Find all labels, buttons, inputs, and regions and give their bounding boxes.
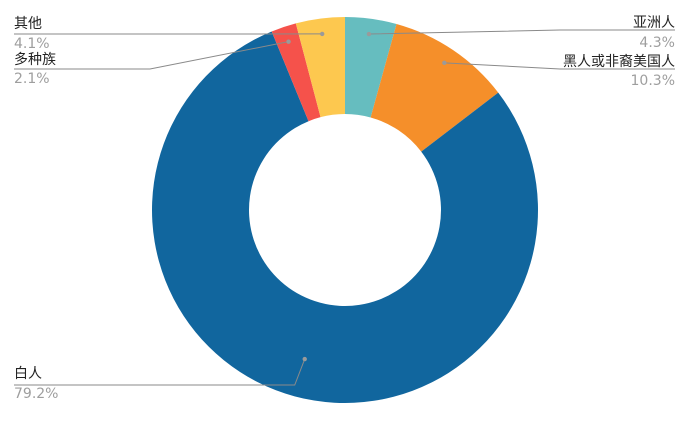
slice-label-4: 其他	[14, 16, 42, 32]
slice-value-3: 2.1%	[14, 71, 50, 87]
slice-value-0: 4.3%	[639, 35, 675, 51]
leader-dot-4	[319, 31, 325, 37]
slice-2	[152, 31, 538, 404]
leader-dot-1	[442, 60, 447, 66]
leader-line-2	[14, 358, 306, 386]
slice-value-1: 10.3%	[631, 73, 675, 89]
slice-4	[295, 17, 345, 118]
leader-dot-2	[302, 356, 307, 362]
slice-1	[370, 24, 499, 152]
leader-line-1	[444, 62, 675, 70]
donut-slices	[152, 17, 538, 404]
slice-3	[271, 23, 321, 122]
slice-label-1: 黑人或非裔美国人	[563, 53, 675, 70]
leader-line-0	[368, 29, 675, 35]
slice-value-2: 79.2%	[14, 386, 58, 402]
slice-0	[345, 17, 397, 118]
slice-labels: 亚洲人 4.3% 黑人或非裔美国人 10.3% 白人 79.2% 多种族 2.1% 其他 4.1%	[14, 15, 675, 402]
slice-label-0: 亚洲人	[633, 15, 675, 31]
slice-label-3: 多种族	[14, 51, 56, 68]
leader-lines	[14, 29, 675, 386]
leader-line-3	[14, 41, 289, 70]
leader-dot-3	[286, 39, 291, 44]
slice-value-4: 4.1%	[14, 36, 50, 52]
slice-label-2: 白人	[14, 366, 42, 382]
leader-dot-0	[366, 31, 372, 37]
